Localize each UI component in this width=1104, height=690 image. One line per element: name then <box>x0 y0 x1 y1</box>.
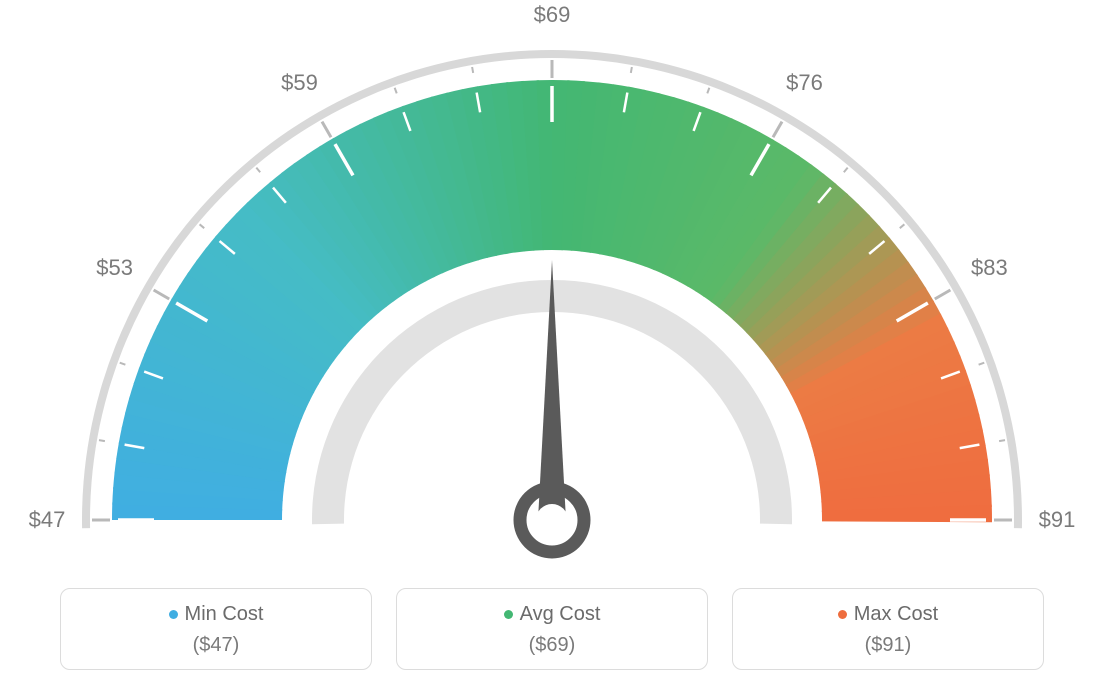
legend-card-max: Max Cost ($91) <box>732 588 1044 670</box>
legend-value-max: ($91) <box>733 634 1043 657</box>
legend-label-min: Min Cost <box>185 603 264 625</box>
legend-title-max: Max Cost <box>733 603 1043 626</box>
gauge-chart: $47 $53 $59 $69 $76 $83 $91 <box>0 0 1104 560</box>
legend-dot-max <box>838 610 847 619</box>
gauge-tick-label: $83 <box>971 255 1008 281</box>
legend-card-avg: Avg Cost ($69) <box>396 588 708 670</box>
legend-label-avg: Avg Cost <box>520 603 601 625</box>
legend-label-max: Max Cost <box>854 603 938 625</box>
gauge-tick-label: $59 <box>281 70 318 96</box>
cost-gauge-container: $47 $53 $59 $69 $76 $83 $91 Min Cost ($47) Avg… <box>0 0 1104 690</box>
legend-card-min: Min Cost ($47) <box>60 588 372 670</box>
legend-title-min: Min Cost <box>61 603 371 626</box>
legend-value-avg: ($69) <box>397 634 707 657</box>
gauge-tick-label: $47 <box>29 507 66 533</box>
legend-dot-avg <box>504 610 513 619</box>
legend-dot-min <box>169 610 178 619</box>
legend-value-min: ($47) <box>61 634 371 657</box>
gauge-svg <box>0 0 1104 560</box>
legend-title-avg: Avg Cost <box>397 603 707 626</box>
gauge-tick-label: $91 <box>1039 507 1076 533</box>
gauge-tick-label: $76 <box>786 70 823 96</box>
gauge-tick-label: $53 <box>96 255 133 281</box>
gauge-tick-label: $69 <box>534 2 571 28</box>
legend-row: Min Cost ($47) Avg Cost ($69) Max Cost (… <box>0 588 1104 670</box>
